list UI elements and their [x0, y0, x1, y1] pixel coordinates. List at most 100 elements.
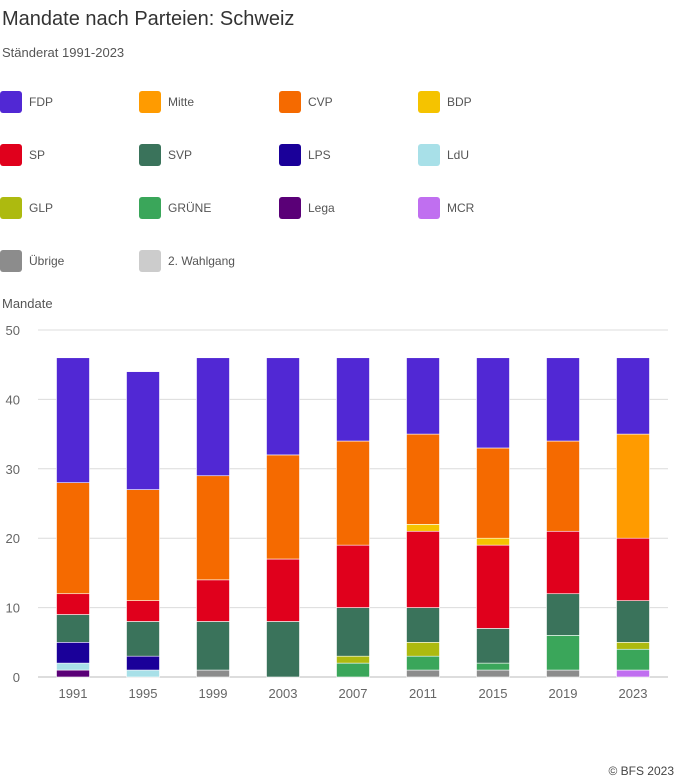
legend-label: MCR — [447, 201, 475, 215]
bar-segment — [56, 357, 90, 483]
legend-swatch — [418, 144, 440, 166]
legend-item[interactable]: MCR — [418, 197, 474, 219]
bar-segment — [196, 621, 230, 671]
y-tick-label: 30 — [6, 462, 20, 477]
legend-label: FDP — [29, 95, 53, 109]
legend-item[interactable]: FDP — [0, 91, 53, 113]
bar-segment — [266, 621, 300, 678]
x-tick-label: 2019 — [549, 686, 578, 701]
bar-segment — [476, 544, 510, 629]
bar-segment — [336, 440, 370, 546]
legend-swatch — [0, 250, 22, 272]
legend-item[interactable]: SP — [0, 144, 45, 166]
bar-segment — [546, 635, 580, 671]
bar-segment — [196, 669, 230, 678]
bar-segment — [476, 662, 510, 671]
x-tick-label: 2015 — [479, 686, 508, 701]
legend-item[interactable]: SVP — [139, 144, 192, 166]
legend-label: LPS — [308, 148, 331, 162]
legend-item[interactable]: GRÜNE — [139, 197, 211, 219]
bar-segment — [546, 440, 580, 532]
legend-swatch — [279, 197, 301, 219]
legend-label: BDP — [447, 95, 472, 109]
bar-segment — [336, 357, 370, 442]
bar-segment — [336, 607, 370, 657]
y-axis-label: Mandate — [2, 296, 53, 311]
bar-segment — [406, 641, 440, 657]
bar-segment — [56, 482, 90, 595]
legend-label: SP — [29, 148, 46, 162]
bar-segment — [406, 357, 440, 435]
bar-segment — [126, 669, 160, 678]
legend-item[interactable]: Mitte — [139, 91, 194, 113]
bar-segment — [616, 641, 650, 650]
bar-segment — [476, 628, 510, 664]
bar-segment — [616, 433, 650, 539]
legend-label: Mitte — [168, 95, 195, 109]
legend-item[interactable]: Übrige — [0, 250, 64, 272]
legend-swatch — [0, 91, 22, 113]
bar-segment — [196, 357, 230, 477]
x-tick-label: 1999 — [199, 686, 228, 701]
bar-segment — [616, 537, 650, 601]
chart-title: Mandate nach Parteien: Schweiz — [2, 8, 295, 30]
bar-segment — [196, 475, 230, 581]
legend-item[interactable]: BDP — [418, 91, 472, 113]
bar-segment — [546, 357, 580, 442]
bar-segment — [126, 600, 160, 622]
bar-segment — [266, 454, 300, 560]
bar-segment — [616, 669, 650, 678]
bar-segment — [56, 662, 90, 671]
bar-segment — [406, 607, 440, 643]
x-tick-label: 2023 — [619, 686, 648, 701]
bar-segment — [406, 530, 440, 608]
bar-segment — [126, 655, 160, 671]
y-tick-label: 20 — [6, 531, 20, 546]
x-tick-label: 1991 — [59, 686, 88, 701]
bar-segment — [126, 371, 160, 490]
legend-label: Übrige — [29, 254, 65, 268]
bar-segment — [266, 357, 300, 456]
legend-item[interactable]: 2. Wahlgang — [139, 250, 235, 272]
bar-segment — [616, 648, 650, 671]
bar-segment — [196, 579, 230, 622]
x-tick-label: 2007 — [339, 686, 368, 701]
legend-item[interactable]: LdU — [418, 144, 469, 166]
bar-segment — [406, 433, 440, 525]
bar-segment — [546, 669, 580, 678]
bar-segment — [546, 530, 580, 595]
bar-segment — [56, 614, 90, 643]
bar-segment — [336, 655, 370, 664]
chart-subtitle: Ständerat 1991-2023 — [2, 45, 125, 60]
bar-segment — [476, 447, 510, 539]
legend-item[interactable]: Lega — [279, 197, 335, 219]
y-tick-label: 0 — [13, 670, 20, 685]
legend-item[interactable]: CVP — [279, 91, 333, 113]
bar-segment — [476, 357, 510, 449]
bar-segment — [616, 357, 650, 435]
legend-label: 2. Wahlgang — [168, 254, 235, 268]
bar-segment — [406, 669, 440, 678]
bar-segment — [336, 544, 370, 608]
legend-label: GLP — [29, 201, 54, 215]
legend-swatch — [0, 144, 22, 166]
legend-item[interactable]: LPS — [279, 144, 331, 166]
y-tick-label: 40 — [6, 392, 20, 407]
x-tick-label: 2003 — [269, 686, 298, 701]
bar-segment — [406, 524, 440, 532]
y-tick-label: 10 — [6, 601, 20, 616]
bar-segment — [336, 662, 370, 678]
legend-swatch — [418, 91, 440, 113]
legend-label: LdU — [447, 148, 470, 162]
bar-segment — [546, 593, 580, 636]
x-tick-label: 2011 — [409, 686, 437, 701]
legend-label: CVP — [308, 95, 333, 109]
x-tick-label: 1995 — [129, 686, 158, 701]
legend-item[interactable]: GLP — [0, 197, 53, 219]
legend-swatch — [139, 250, 161, 272]
stacked-bar-chart: 0 10 20 30 40 50 1991 1995 1999 2003 2007 2011 2015 2… — [6, 323, 668, 701]
bar-segment — [56, 669, 90, 678]
legend-swatch — [279, 91, 301, 113]
bar-segment — [126, 621, 160, 657]
bar-segment — [126, 489, 160, 601]
